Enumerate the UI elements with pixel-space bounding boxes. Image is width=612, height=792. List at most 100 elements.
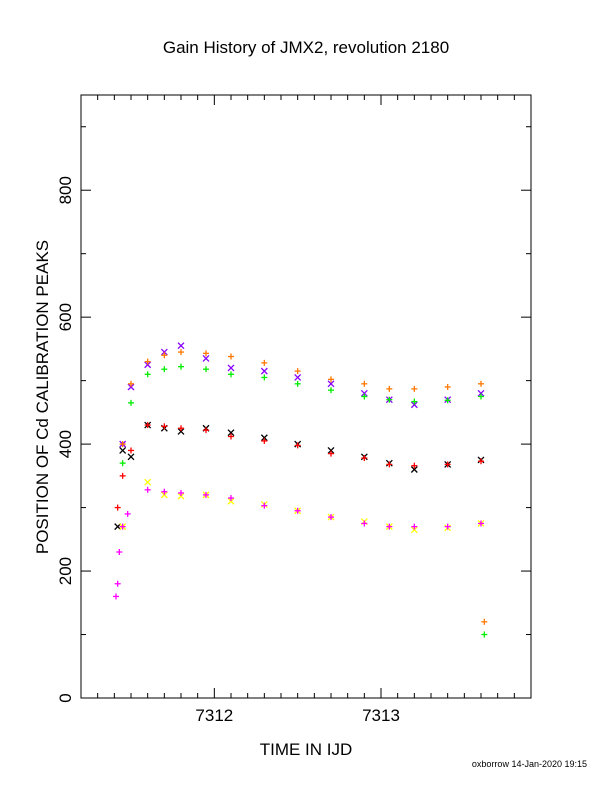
data-point [161,488,168,495]
data-point [119,446,127,454]
data-point [127,383,135,391]
data-point [411,523,418,530]
data-point [260,367,268,375]
data-point [327,380,335,388]
data-point [119,460,126,467]
data-point [128,380,134,387]
data-point [294,507,301,514]
y-tick-label: 400 [56,430,75,458]
data-point [178,349,184,356]
data-point [328,450,334,457]
data-point [361,393,368,400]
data-point [144,371,151,378]
x-tick-label: 7313 [362,706,400,725]
data-point [227,429,235,437]
data-point [114,504,121,511]
data-point [261,502,268,509]
data-point [119,441,126,448]
data-point [261,437,268,444]
data-point [144,478,152,486]
data-point [177,492,185,500]
data-point [161,366,168,373]
data-point [144,358,151,365]
data-point [144,422,151,429]
data-point [386,523,393,530]
data-point [294,368,301,375]
data-point [361,520,368,527]
data-point [227,497,235,505]
data-point [228,495,234,502]
data-point [228,433,234,440]
data-point [227,364,235,372]
data-point [294,373,302,381]
data-point [444,383,451,390]
tick-labels: 0 200 400 600 800 7312 7313 [56,176,400,725]
data-point [161,423,168,430]
data-point [203,427,209,434]
data-point [128,399,134,406]
data-point [410,526,418,534]
data-point [113,593,119,600]
data-point [478,380,484,387]
data-point [124,510,131,517]
data-point [294,442,301,449]
data-point [327,446,335,454]
footer-credit: oxborrow 14-Jan-2020 19:15 [472,759,587,769]
y-tick-label: 200 [56,557,75,585]
data-point [444,523,451,530]
data-point [478,520,484,527]
data-point [202,354,210,362]
x-axis-label: TIME IN IJD [260,740,353,759]
data-point [160,348,168,356]
data-point [411,462,418,469]
data-point [478,458,484,465]
data-point [328,376,334,383]
data-point [114,580,121,587]
axis-ticks [81,95,531,699]
data-point [203,350,209,357]
data-point [119,523,126,530]
data-point [119,472,126,479]
data-point [228,371,234,378]
data-point [261,359,268,366]
chart-title: Gain History of JMX2, revolution 2180 [163,38,449,57]
data-point [444,397,451,404]
data-point [386,396,393,403]
data-point [294,380,301,387]
data-point [411,398,418,405]
y-tick-label: 0 [56,693,75,702]
data-point [144,486,151,493]
data-point [260,434,268,442]
data-point [178,425,184,432]
data-point [481,618,488,625]
data-point [386,385,393,392]
data-point [444,461,451,468]
data-point [328,387,334,394]
data-points [113,342,488,638]
x-tick-label: 7312 [195,706,233,725]
data-point [178,489,184,496]
data-point [114,523,122,531]
data-point [360,389,368,397]
data-point [386,461,393,468]
data-point [478,393,484,400]
data-point [411,385,418,392]
data-point [203,366,209,373]
data-point [410,401,418,409]
data-point [144,361,152,369]
data-point [410,466,418,473]
data-point [177,342,185,350]
data-point [177,427,185,435]
data-point [161,352,168,359]
data-point [128,447,134,454]
data-point [261,374,268,381]
data-point [127,453,135,461]
y-tick-label: 800 [56,176,75,204]
data-point [328,514,334,521]
data-point [160,491,168,499]
data-point [178,363,184,370]
y-axis-label: POSITION OF Cd CALIBRATION PEAKS [33,240,52,554]
data-point [116,549,123,556]
data-point [361,455,368,462]
